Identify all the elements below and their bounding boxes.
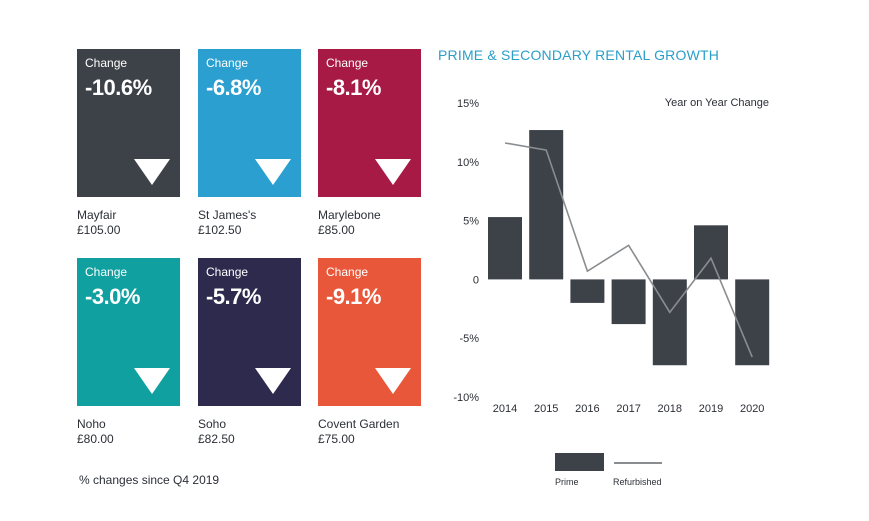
tile-mayfair: Change -10.6%: [77, 49, 180, 197]
tile-change-value: -6.8%: [206, 75, 261, 100]
location-price: £75.00: [318, 432, 355, 446]
location-mayfair: Mayfair £105.00: [77, 208, 120, 238]
line-refurbished: [504, 142, 753, 358]
x-tick-label: 2020: [740, 403, 764, 415]
bar-prime-2019: [694, 225, 728, 280]
y-tick-label: 0: [473, 274, 479, 286]
bar-prime-2020: [735, 279, 770, 366]
down-triangle-icon: [375, 368, 411, 394]
location-price: £82.50: [198, 432, 235, 446]
chart-title: PRIME & SECONDARY RENTAL GROWTH: [438, 47, 720, 63]
x-tick-label: 2015: [534, 403, 558, 415]
tile-change-value: -8.1%: [326, 75, 381, 100]
tile-change-label: Change: [206, 265, 249, 279]
location-price: £85.00: [318, 223, 355, 237]
location-name: Mayfair: [77, 208, 117, 222]
down-triangle-icon: [255, 368, 291, 394]
y-tick-label: 15%: [457, 98, 479, 110]
location-name: Soho: [198, 417, 227, 431]
tile-change-value: -10.6%: [85, 75, 152, 100]
y-tick-label: 5%: [463, 216, 479, 228]
x-tick-label: 2019: [699, 403, 723, 415]
tile-change-label: Change: [326, 265, 369, 279]
tile-change-label: Change: [85, 265, 128, 279]
location-name: Noho: [77, 417, 106, 431]
tile-change-value: -5.7%: [206, 284, 261, 309]
location-name: Marylebone: [318, 208, 381, 222]
bar-prime-2014: [488, 217, 522, 280]
location-noho: Noho £80.00: [77, 417, 114, 447]
x-tick-label: 2018: [658, 403, 682, 415]
location-price: £80.00: [77, 432, 114, 446]
legend-label-prime: Prime: [555, 477, 579, 487]
x-tick-label: 2016: [575, 403, 599, 415]
bar-prime-2017: [611, 279, 646, 325]
location-name: St James's: [198, 208, 257, 222]
location-covent-garden: Covent Garden £75.00: [318, 417, 399, 447]
down-triangle-icon: [255, 159, 291, 185]
footnote: % changes since Q4 2019: [79, 473, 220, 487]
down-triangle-icon: [134, 368, 170, 394]
tile-change-label: Change: [206, 56, 249, 70]
tile-change-value: -3.0%: [85, 284, 140, 309]
location-st-james: St James's £102.50: [198, 208, 256, 238]
y-tick-label: -10%: [453, 392, 479, 404]
tile-st-james: Change -6.8%: [198, 49, 301, 197]
legend-swatch-prime: [555, 453, 604, 471]
tile-marylebone: Change -8.1%: [318, 49, 421, 197]
tile-soho: Change -5.7%: [198, 258, 301, 406]
bar-prime-2015: [529, 130, 564, 280]
y-tick-label: -5%: [459, 333, 479, 345]
location-price: £102.50: [198, 223, 242, 237]
location-price: £105.00: [77, 223, 121, 237]
tile-change-value: -9.1%: [326, 284, 381, 309]
chart-subtitle: Year on Year Change: [665, 97, 769, 109]
location-marylebone: Marylebone £85.00: [318, 208, 381, 238]
down-triangle-icon: [134, 159, 170, 185]
x-tick-label: 2014: [493, 403, 517, 415]
down-triangle-icon: [375, 159, 411, 185]
location-soho: Soho £82.50: [198, 417, 235, 447]
legend-label-refurbished: Refurbished: [613, 477, 662, 487]
tile-covent-garden: Change -9.1%: [318, 258, 421, 406]
location-name: Covent Garden: [318, 417, 400, 431]
tile-noho: Change -3.0%: [77, 258, 180, 406]
x-tick-label: 2017: [616, 403, 640, 415]
tile-change-label: Change: [85, 56, 128, 70]
bar-prime-2016: [570, 279, 605, 303]
tile-change-label: Change: [326, 56, 369, 70]
y-tick-label: 10%: [457, 157, 479, 169]
